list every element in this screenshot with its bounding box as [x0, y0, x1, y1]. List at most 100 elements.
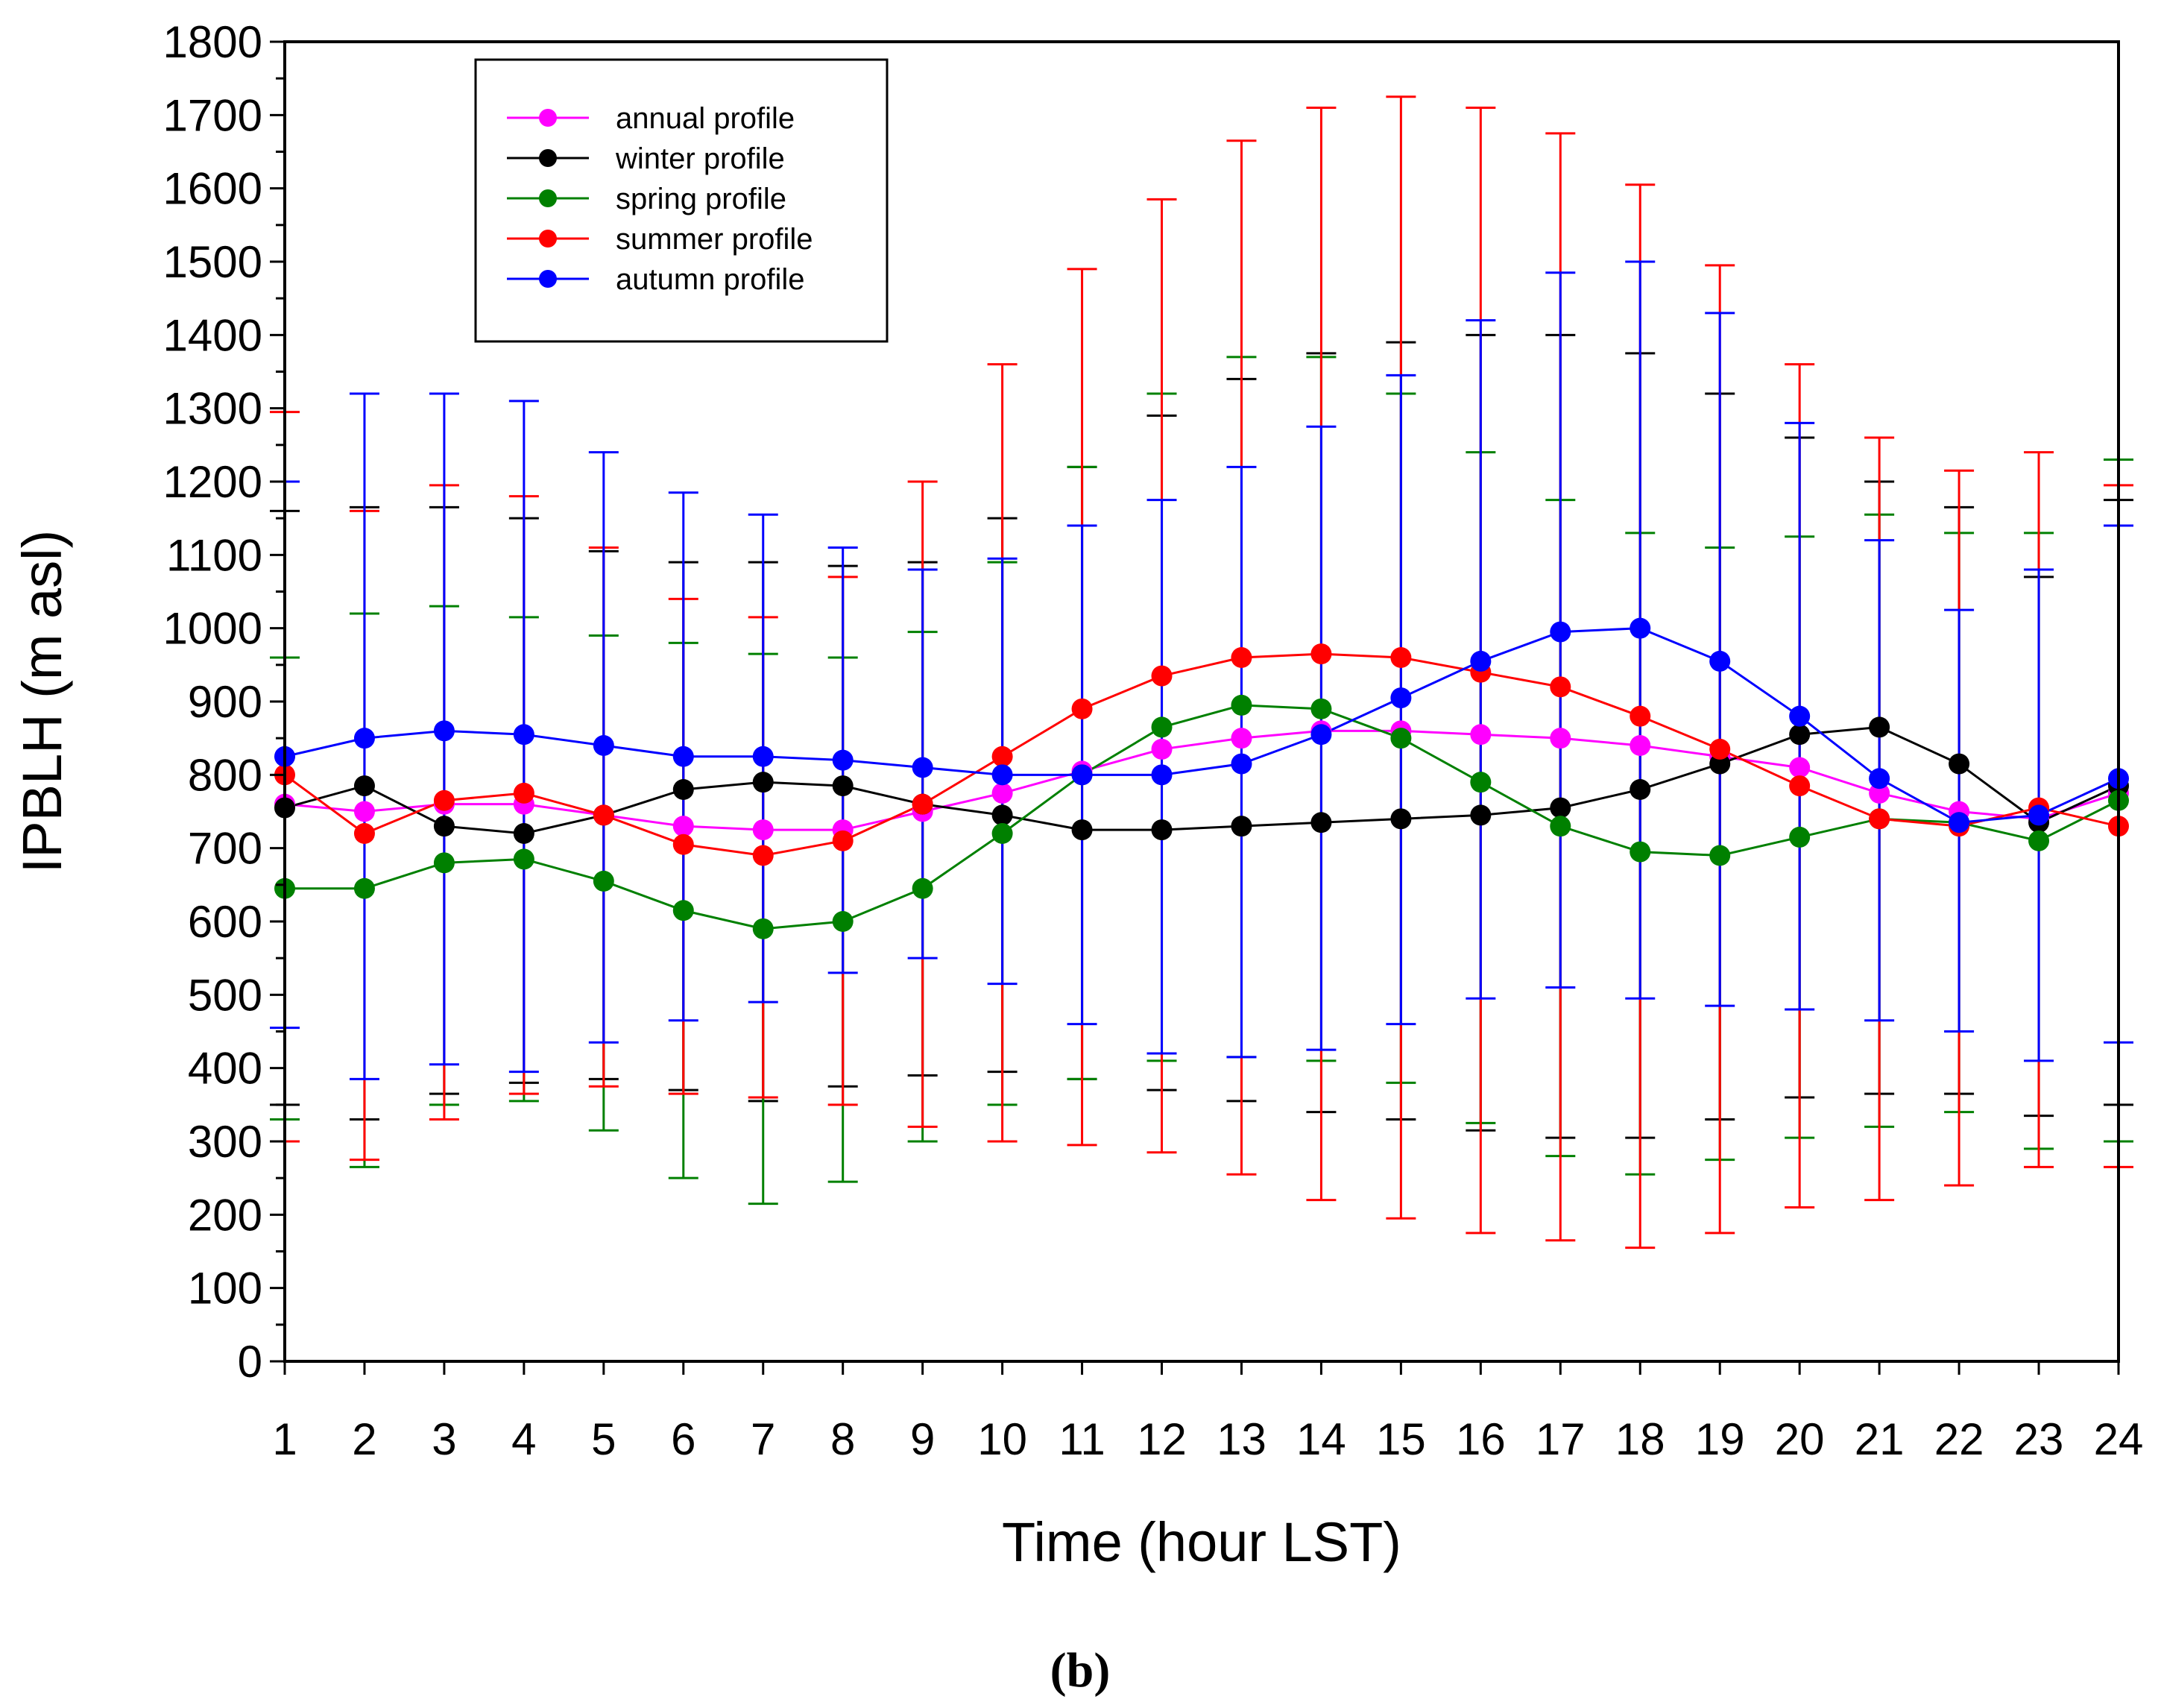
summer-profile-point	[1310, 643, 1332, 665]
x-tick-label: 24	[2094, 1414, 2144, 1464]
spring-profile-point	[1550, 816, 1571, 837]
winter-profile-point	[832, 775, 854, 797]
spring-profile-point	[1630, 841, 1651, 863]
x-tick-label: 23	[2014, 1414, 2064, 1464]
autumn-profile-legend-label: autumn profile	[616, 263, 804, 296]
winter-profile-line	[284, 725, 2119, 835]
x-tick-label: 1	[272, 1414, 297, 1464]
annual-profile-point	[1550, 728, 1571, 749]
x-tick-label: 17	[1536, 1414, 1586, 1464]
summer-profile-point	[1071, 698, 1093, 719]
spring-profile-point	[1310, 698, 1332, 719]
autumn-profile-legend-marker	[539, 270, 557, 288]
autumn-profile-point	[832, 749, 854, 771]
legend: annual profile winter profile spring profi…	[474, 58, 889, 343]
winter-profile-point	[752, 772, 774, 793]
autumn-profile-point	[1869, 768, 1890, 790]
series-lines-layer	[284, 627, 2119, 930]
x-tick-label: 2	[352, 1414, 376, 1464]
autumn-profile-point	[1630, 617, 1651, 639]
annual-profile-line	[284, 729, 2119, 831]
x-tick-label: 22	[1934, 1414, 1984, 1464]
winter-profile-point	[1949, 753, 1970, 775]
winter-profile-point	[1550, 797, 1571, 819]
spring-profile-point	[1231, 694, 1252, 716]
y-tick-label: 300	[188, 1117, 262, 1167]
spring-profile-point	[353, 877, 375, 899]
spring-profile-point	[2028, 830, 2050, 851]
summer-profile-legend-marker	[539, 230, 557, 248]
spring-profile-point	[1709, 845, 1731, 866]
winter-profile-legend-label: winter profile	[615, 142, 785, 175]
autumn-profile-point	[593, 735, 614, 756]
annual-profile-legend-label: annual profile	[616, 102, 795, 135]
x-tick-label: 8	[830, 1414, 855, 1464]
spring-profile-point	[593, 870, 614, 892]
x-tick-label: 15	[1376, 1414, 1426, 1464]
annual-profile-point	[353, 801, 375, 822]
y-tick-label: 800	[188, 750, 262, 800]
summer-profile-point	[1231, 647, 1252, 668]
summer-profile-line	[284, 652, 2119, 857]
x-tick-label: 11	[1059, 1414, 1105, 1464]
spring-profile-point	[1470, 772, 1492, 793]
x-tick-label: 7	[751, 1414, 775, 1464]
summer-profile-point	[1630, 705, 1651, 727]
summer-profile-point	[1709, 738, 1731, 760]
y-tick-label: 200	[188, 1190, 262, 1240]
annual-profile-point	[672, 816, 694, 837]
winter-profile-point	[1310, 812, 1332, 833]
summer-profile-legend-label: summer profile	[616, 223, 813, 256]
winter-profile-point	[353, 775, 375, 797]
summer-profile-point	[353, 823, 375, 844]
x-tick-label: 16	[1456, 1414, 1506, 1464]
y-tick-label: 0	[238, 1337, 262, 1387]
winter-profile-point	[1869, 716, 1890, 738]
y-tick-label: 500	[188, 970, 262, 1020]
x-tick-label: 21	[1855, 1414, 1905, 1464]
winter-profile-point	[1071, 819, 1093, 841]
summer-profile-point	[1550, 676, 1571, 698]
y-tick-label: 400	[188, 1044, 262, 1094]
winter-profile-point	[1470, 804, 1492, 826]
autumn-profile-point	[1709, 650, 1731, 672]
winter-profile-point	[1709, 753, 1731, 775]
spring-profile-point	[1151, 716, 1173, 738]
autumn-profile-point	[433, 720, 455, 742]
spring-profile-point	[912, 877, 933, 899]
autumn-profile-point	[1390, 687, 1412, 709]
winter-profile-point	[433, 816, 455, 837]
autumn-profile-point	[1949, 812, 1970, 833]
y-tick-label: 1400	[163, 310, 262, 360]
summer-profile-point	[593, 804, 614, 826]
winter-profile-point	[1231, 816, 1252, 837]
annual-profile-point	[1231, 728, 1252, 749]
winter-profile-legend-marker	[539, 149, 557, 167]
x-tick-label: 20	[1775, 1414, 1825, 1464]
summer-profile-point	[433, 790, 455, 811]
summer-profile-point	[991, 746, 1013, 767]
x-axis: 1 2 3 4 5 6 7 8 9 10 11 12 13 14 15 16 17 18 19 20 21 22 23 24	[272, 1361, 2143, 1464]
annual-profile-point	[1630, 735, 1651, 756]
summer-profile-point	[672, 833, 694, 855]
y-tick-label: 900	[188, 677, 262, 727]
annual-profile-point	[1151, 738, 1173, 760]
summer-profile-point	[513, 782, 534, 804]
spring-profile-point	[433, 852, 455, 874]
x-tick-label: 18	[1615, 1414, 1665, 1464]
y-tick-label: 100	[188, 1264, 262, 1314]
winter-profile-point	[1390, 808, 1412, 830]
annual-profile-point	[1869, 782, 1890, 804]
x-tick-label: 10	[977, 1414, 1027, 1464]
summer-profile-point	[832, 830, 854, 851]
summer-profile-point	[752, 845, 774, 866]
summer-profile-point	[1151, 665, 1173, 687]
autumn-profile-line	[284, 627, 2119, 824]
series-points-layer	[274, 617, 2129, 939]
annual-profile-legend-marker	[539, 109, 557, 127]
x-tick-label: 19	[1695, 1414, 1745, 1464]
y-tick-label: 1000	[163, 604, 262, 654]
spring-profile-line	[285, 704, 2119, 930]
x-tick-label: 3	[432, 1414, 456, 1464]
